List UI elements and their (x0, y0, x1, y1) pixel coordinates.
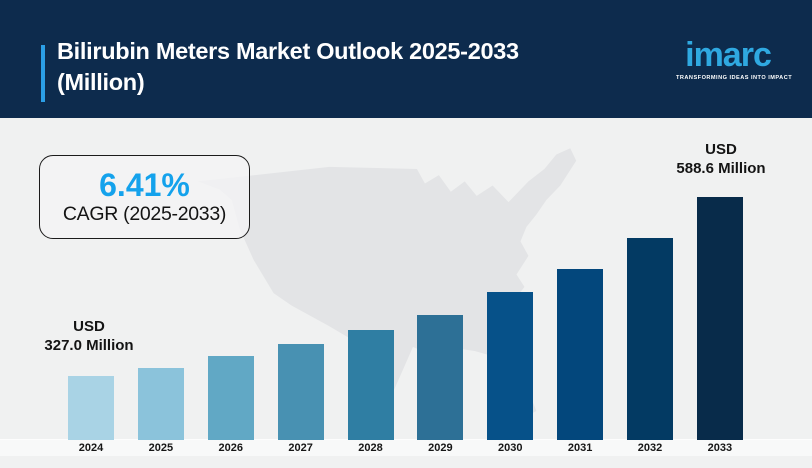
x-label-2029: 2029 (428, 442, 453, 454)
x-label-2031: 2031 (567, 442, 593, 454)
bar-2029 (417, 315, 464, 440)
bar-series (68, 197, 743, 440)
cagr-value: 6.41% (99, 167, 190, 203)
usa-map-silhouette (197, 148, 577, 418)
bar-2031 (557, 269, 604, 440)
x-axis-strip (0, 439, 812, 456)
title-accent-bar (41, 45, 45, 102)
imarc-logo-wordmark: imarc (685, 36, 772, 74)
value-callout-2024: USD 327.0 Million (6, 318, 172, 355)
bar-2030 (487, 292, 534, 440)
page-title-line2: (Million) (57, 69, 145, 95)
value-callout-2033-currency: USD (705, 141, 737, 158)
bar-2028 (347, 330, 394, 440)
bar-2026 (207, 356, 254, 440)
x-label-2025: 2025 (148, 442, 174, 454)
x-label-2028: 2028 (358, 442, 383, 454)
x-label-2024: 2024 (78, 442, 104, 454)
value-callout-2024-amount: 327.0 Million (44, 336, 134, 354)
x-axis-labels: 2024 2025 2026 2027 2028 2029 2030 2031 2032 2033 (68, 442, 743, 454)
x-label-2026: 2026 (218, 442, 243, 454)
x-label-2027: 2027 (288, 442, 313, 454)
imarc-logo: imarc TRANSFORMING IDEAS INTO IMPACT (676, 36, 793, 81)
bar-2024 (68, 376, 114, 440)
cagr-callout-box: 6.41% CAGR (2025-2033) (39, 155, 250, 239)
value-callout-2033: USD 588.6 Million (638, 141, 804, 178)
imarc-logo-tagline: TRANSFORMING IDEAS INTO IMPACT (676, 75, 793, 81)
cagr-label: CAGR (2025-2033) (62, 203, 227, 225)
bar-2025 (137, 368, 184, 440)
bar-2027 (277, 344, 324, 440)
header-band: Bilirubin Meters Market Outlook 2025-203… (0, 0, 812, 118)
bar-2032 (627, 238, 673, 440)
page-title-line1: Bilirubin Meters Market Outlook 2025-203… (57, 38, 519, 64)
x-label-2030: 2030 (498, 442, 523, 454)
page-title: Bilirubin Meters Market Outlook 2025-203… (57, 36, 657, 98)
bar-2033 (696, 197, 743, 440)
x-label-2032: 2032 (637, 442, 663, 454)
value-callout-2024-currency: USD (73, 318, 105, 335)
value-callout-2033-amount: 588.6 Million (676, 159, 766, 177)
x-label-2033: 2033 (707, 442, 733, 454)
